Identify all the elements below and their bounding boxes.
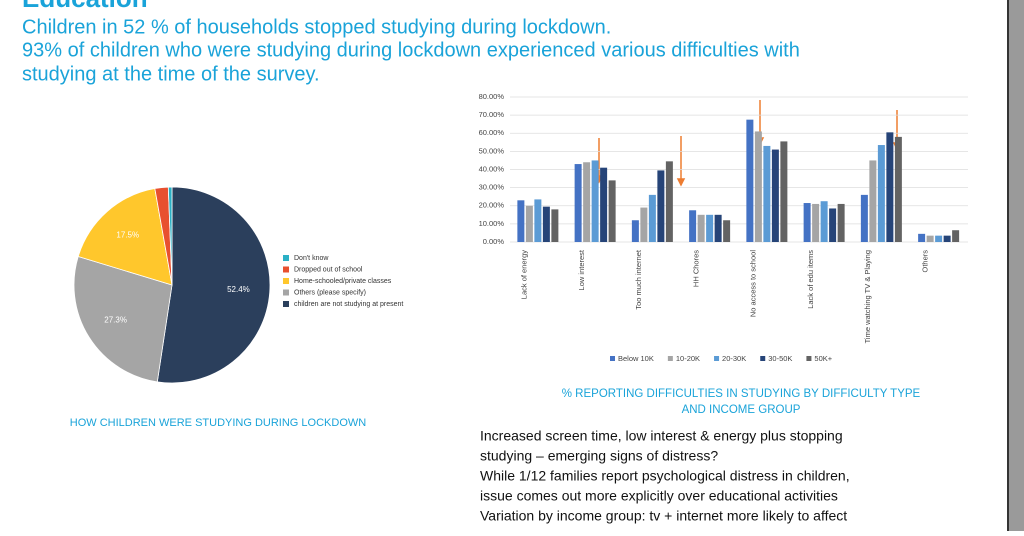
y-tick-label: 30.00% [479,183,505,192]
x-tick-label: HH Chores [691,250,700,287]
legend-label: 50K+ [814,354,832,363]
legend-swatch [283,266,289,273]
legend-label: children are not studying at present [294,301,403,308]
pie-slice [77,188,173,286]
x-tick-label: Too much internet [634,249,643,310]
bar [820,201,828,242]
note-line: issue comes out more explicitly over edu… [480,488,838,504]
side-border [1008,0,1024,531]
bar [657,170,665,242]
bar [829,208,837,242]
bar [591,160,599,242]
header-line: Children in 52 % of households stopped s… [22,16,611,38]
bar [640,207,648,242]
legend-label: 20-30K [722,354,746,363]
legend-swatch [283,255,289,261]
bar [525,205,533,242]
bar [926,235,934,242]
slice-label: 27.3% [104,316,127,325]
y-tick-label: 80.00% [479,92,505,101]
x-tick-label: Low interest [577,249,586,290]
bar [754,131,762,242]
bar [517,200,525,242]
header-line: 93% of children who were studying during… [22,39,800,61]
bar [534,199,542,242]
bar [542,206,550,242]
bar [935,235,943,242]
bar [837,203,845,242]
chart-title: % REPORTING DIFFICULTIES IN STUDYING BY … [562,388,921,416]
x-tick-label: Lack of edu items [806,250,815,309]
x-tick-label: Others [920,250,929,273]
bar [860,194,868,242]
legend-label: Others (please specify) [294,289,366,296]
bar [714,214,722,242]
legend-swatch [667,356,673,361]
pie-title: HOW CHILDREN WERE STUDYING DURING LOCKDO… [70,417,366,429]
bar [723,220,731,242]
bar [877,145,885,242]
bar [551,209,559,242]
note-line: While 1/12 families report psychological… [480,468,850,484]
legend-swatch [760,356,766,361]
pie-slice [167,186,173,286]
y-tick-label: 50.00% [479,146,505,155]
bar [803,203,811,242]
note-line: studying – emerging signs of distress? [480,448,718,464]
legend-swatch [610,356,615,361]
y-tick-label: 40.00% [479,164,505,173]
bar [886,132,894,242]
bar [771,149,779,242]
header-line: studying at the time of the survey. [22,63,320,85]
legend-swatch [283,289,289,296]
legend-label: Below 10K [618,354,654,363]
cut-title: Education [22,0,148,13]
bar [943,235,951,242]
bar [608,180,616,242]
legend-label: Don't know [294,255,329,262]
bar [746,119,754,242]
y-tick-label: 10.00% [479,219,505,228]
bar [574,164,582,242]
bar [894,136,902,242]
y-tick-label: 70.00% [479,110,505,119]
legend-label: Dropped out of school [294,266,363,273]
legend-label: 10-20K [676,354,700,363]
y-tick-label: 60.00% [479,128,505,137]
x-tick-label: Time watching TV & Playing [863,250,872,343]
x-tick-label: No access to school [749,250,758,317]
bar [763,145,771,242]
y-tick-label: 0.00% [483,237,505,246]
bar [665,161,673,242]
bar [689,210,697,242]
bar [780,141,788,242]
legend-swatch [806,356,812,361]
pie-slice [73,255,173,383]
bar [952,230,960,242]
bar [600,167,608,242]
y-tick-label: 20.00% [479,201,505,210]
note-line: Increased screen time, low interest & en… [480,428,843,444]
legend-label: Home-schooled/private classes [294,278,392,285]
legend-swatch [714,356,720,361]
legend-label: 30-50K [768,354,792,363]
slice-label: 52.4% [227,285,250,294]
bar [706,214,714,242]
bar [812,203,820,242]
legend-swatch [283,301,289,307]
legend-swatch [283,278,289,284]
bar [583,162,591,242]
bar [918,233,926,242]
bar [697,214,705,242]
pie-slice [156,186,271,384]
note-line: Variation by income group: tv + internet… [480,508,847,524]
bar [869,160,877,242]
slice-label: 17.5% [116,230,139,239]
bar [648,194,656,242]
x-tick-label: Lack of energy [520,250,529,299]
bar [631,220,639,242]
